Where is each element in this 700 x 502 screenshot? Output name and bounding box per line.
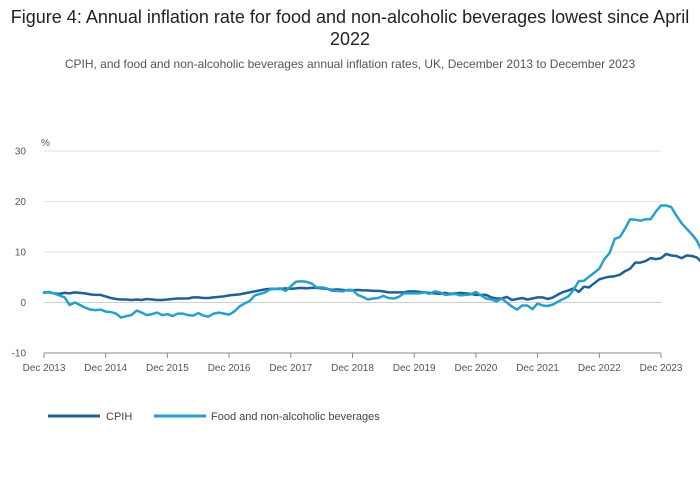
legend: CPIH Food and non-alcoholic beverages — [48, 411, 380, 423]
y-tick-label: 20 — [15, 197, 27, 208]
gridlines — [44, 150, 661, 354]
x-tick-label: Dec 2021 — [516, 363, 559, 374]
x-tick-label: Dec 2013 — [23, 363, 66, 374]
x-tick-label: Dec 2018 — [331, 363, 374, 374]
series-lines — [42, 204, 700, 319]
series-line-cpih — [42, 252, 700, 302]
y-tick-label: -10 — [12, 349, 27, 360]
x-tick-label: Dec 2020 — [454, 363, 497, 374]
x-tick-label: Dec 2022 — [578, 363, 621, 374]
axes: -10 0 10 20 30% Dec 2013 Dec 2014 Dec 2015 Dec 2… — [12, 138, 683, 374]
x-tick-label: Dec 2014 — [84, 363, 127, 374]
series-line-food — [42, 204, 700, 319]
y-tick-label: 30 — [15, 147, 27, 158]
chart-subtitle: CPIH, and food and non-alcoholic beverag… — [64, 57, 636, 71]
y-axis-label: % — [41, 138, 50, 149]
x-tick-label: Dec 2016 — [208, 363, 251, 374]
x-tick-label: Dec 2019 — [393, 363, 436, 374]
y-tick-label: 0 — [20, 298, 26, 309]
x-tick-label: Dec 2023 — [640, 363, 683, 374]
x-tick-label: Dec 2015 — [146, 363, 189, 374]
x-tick-label: Dec 2017 — [269, 363, 312, 374]
legend-label-cpih: CPIH — [106, 411, 132, 423]
legend-label-food: Food and non-alcoholic beverages — [211, 411, 380, 423]
chart-title: Figure 4: Annual inflation rate for food… — [10, 7, 690, 49]
y-tick-label: 10 — [15, 248, 27, 259]
